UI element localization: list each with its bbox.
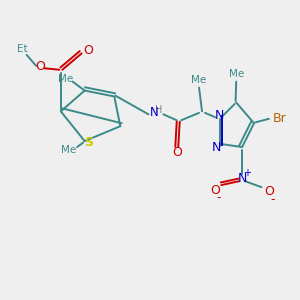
Text: N: N [215, 109, 224, 122]
Text: +: + [244, 168, 251, 178]
Text: Et: Et [17, 44, 28, 54]
Text: H: H [155, 105, 163, 115]
Text: -: - [217, 191, 221, 204]
Text: Me: Me [58, 74, 73, 84]
Text: O: O [211, 184, 220, 196]
Text: -: - [270, 193, 275, 206]
Text: Me: Me [191, 75, 207, 85]
Text: O: O [264, 185, 274, 198]
Text: O: O [35, 60, 45, 73]
Text: S: S [84, 136, 93, 149]
Text: O: O [83, 44, 93, 57]
Text: N: N [238, 172, 247, 185]
Text: Me: Me [229, 69, 244, 79]
Text: N: N [212, 140, 222, 154]
Text: Me: Me [61, 145, 76, 155]
Text: Br: Br [272, 112, 286, 125]
Text: N: N [150, 106, 159, 119]
Text: O: O [172, 146, 182, 160]
